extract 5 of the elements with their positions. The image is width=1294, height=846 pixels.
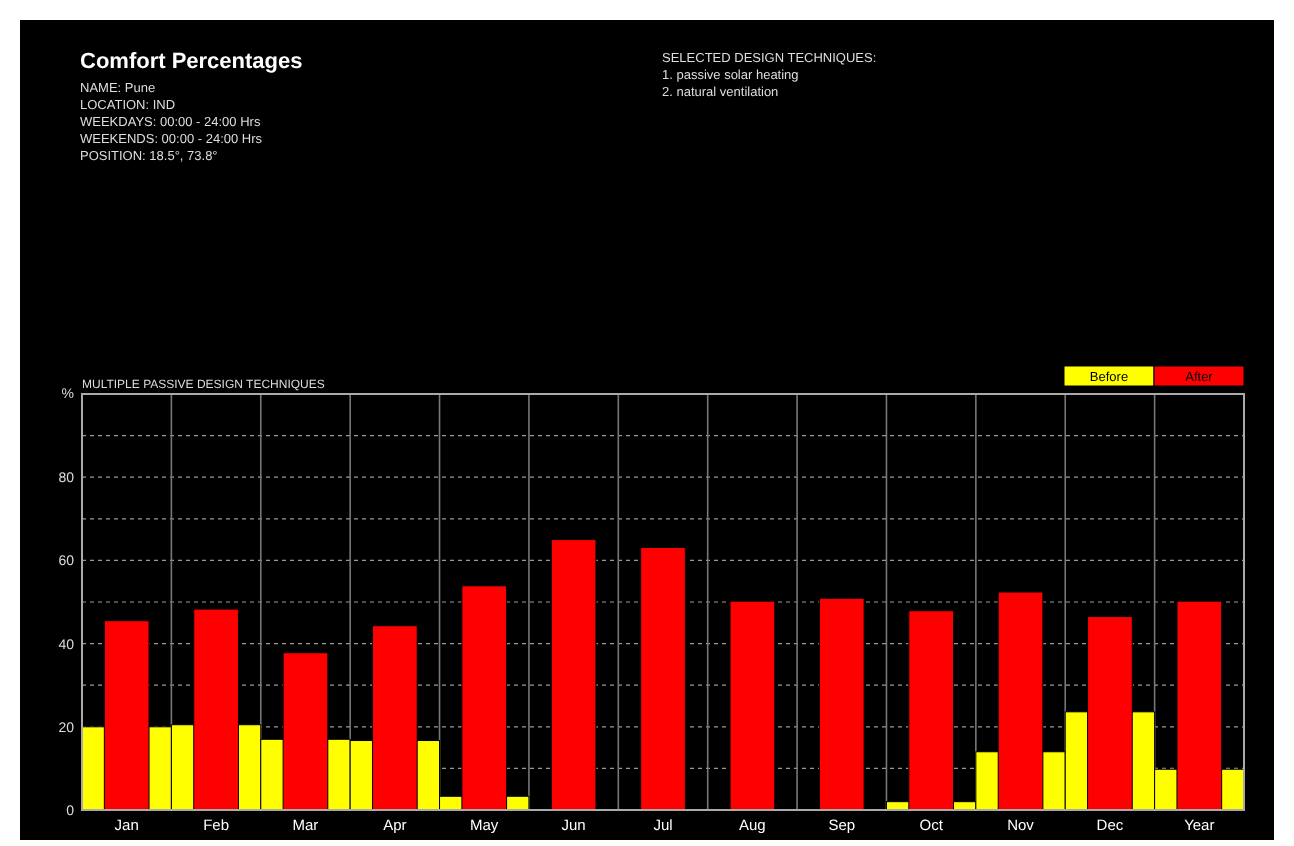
bar (729, 600, 776, 811)
bar (818, 597, 865, 811)
bar (550, 539, 597, 811)
bar (640, 547, 686, 811)
chart-title: Comfort Percentages (80, 50, 303, 74)
